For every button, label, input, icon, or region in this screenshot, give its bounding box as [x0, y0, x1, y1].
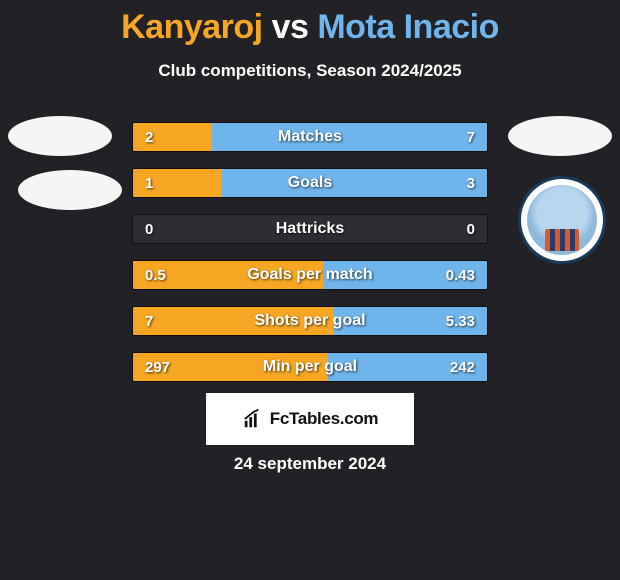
stat-row: 75.33Shots per goal [132, 306, 488, 336]
stat-label: Shots per goal [133, 307, 487, 335]
stat-label: Goals [133, 169, 487, 197]
player1-photo-placeholder [8, 116, 112, 156]
stat-row: 297242Min per goal [132, 352, 488, 382]
stat-label: Hattricks [133, 215, 487, 243]
stat-row: 27Matches [132, 122, 488, 152]
fctables-icon [242, 408, 264, 430]
player1-club-badge-placeholder [18, 170, 122, 210]
comparison-title: Kanyaroj vs Mota Inacio [0, 0, 620, 47]
stat-row: 13Goals [132, 168, 488, 198]
stat-label: Matches [133, 123, 487, 151]
branding-box: FcTables.com [206, 393, 414, 445]
player1-name: Kanyaroj [121, 8, 263, 46]
stat-row: 0.50.43Goals per match [132, 260, 488, 290]
stat-row: 00Hattricks [132, 214, 488, 244]
stat-label: Goals per match [133, 261, 487, 289]
branding-text: FcTables.com [270, 409, 379, 429]
subtitle: Club competitions, Season 2024/2025 [0, 61, 620, 81]
player2-club-crest [518, 176, 606, 264]
stats-container: 27Matches 13Goals 00Hattricks 0.50.43Goals … [132, 122, 488, 398]
date-label: 24 september 2024 [0, 454, 620, 474]
player2-name: Mota Inacio [317, 8, 499, 46]
player2-photo-placeholder [508, 116, 612, 156]
vs-label: vs [272, 8, 309, 46]
stat-label: Min per goal [133, 353, 487, 381]
